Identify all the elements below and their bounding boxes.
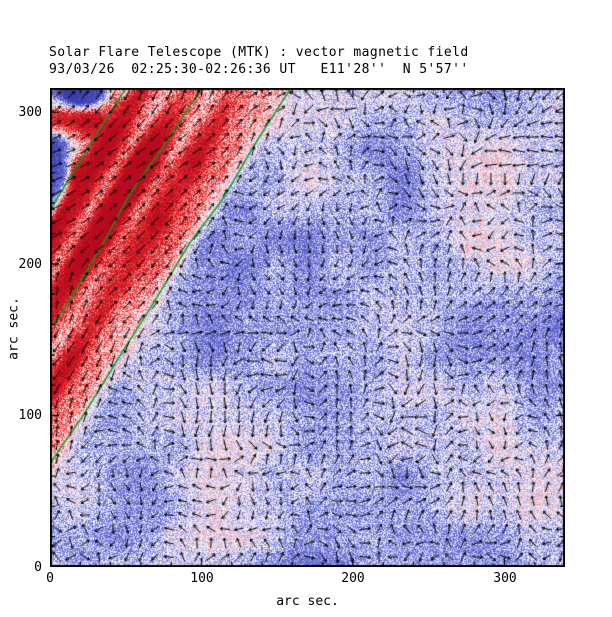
x-tick-label-3: 300 [493, 571, 517, 586]
chart-subtitle: 93/03/26 02:25:30-02:26:36 UT E11'28'' N… [49, 62, 469, 77]
y-axis-label: arc sec. [6, 297, 22, 360]
y-tick-label-3: 300 [18, 105, 42, 120]
y-tick-label-0: 0 [34, 560, 42, 575]
x-axis-label: arc sec. [276, 594, 339, 609]
x-tick-label-2: 200 [341, 571, 365, 586]
y-tick-label-1: 100 [18, 408, 42, 423]
magnetogram-plot [50, 88, 565, 567]
chart-title: Solar Flare Telescope (MTK) : vector mag… [49, 45, 469, 60]
y-tick-label-2: 200 [18, 257, 42, 272]
x-tick-label-1: 100 [190, 571, 214, 586]
x-tick-label-0: 0 [46, 571, 54, 586]
